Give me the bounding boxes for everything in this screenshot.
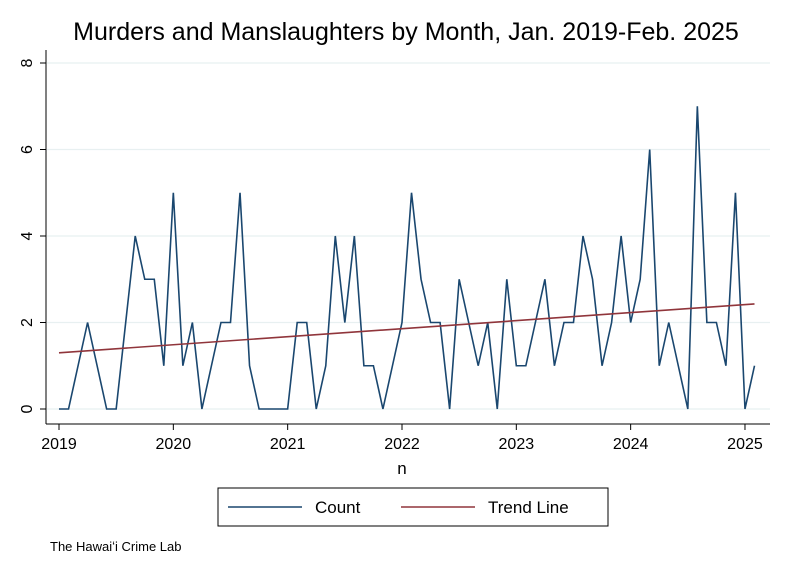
footer-credit: The Hawaiʻi Crime Lab [50,539,182,554]
x-tick-label: 2022 [384,436,420,453]
y-tick-label: 8 [19,58,36,67]
count-series-line [59,106,756,410]
legend: Count Trend Line [217,487,609,527]
y-tick-label: 4 [19,231,36,240]
legend-label-count: Count [315,498,361,517]
legend-label-trend: Trend Line [488,498,569,517]
x-tick-label: 2023 [499,436,535,453]
x-axis-label: n [397,459,406,478]
y-tick-label: 6 [19,145,36,154]
x-tick-label: 2024 [613,436,649,453]
x-tick-label: 2020 [156,436,192,453]
x-tick-label: 2019 [41,436,77,453]
x-tick-label: 2025 [727,436,763,453]
trend-line [58,303,755,354]
x-tick-label: 2021 [270,436,306,453]
y-tick-label: 2 [19,318,36,327]
y-tick-label: 0 [19,404,36,413]
chart-title: Murders and Manslaughters by Month, Jan.… [73,18,739,46]
